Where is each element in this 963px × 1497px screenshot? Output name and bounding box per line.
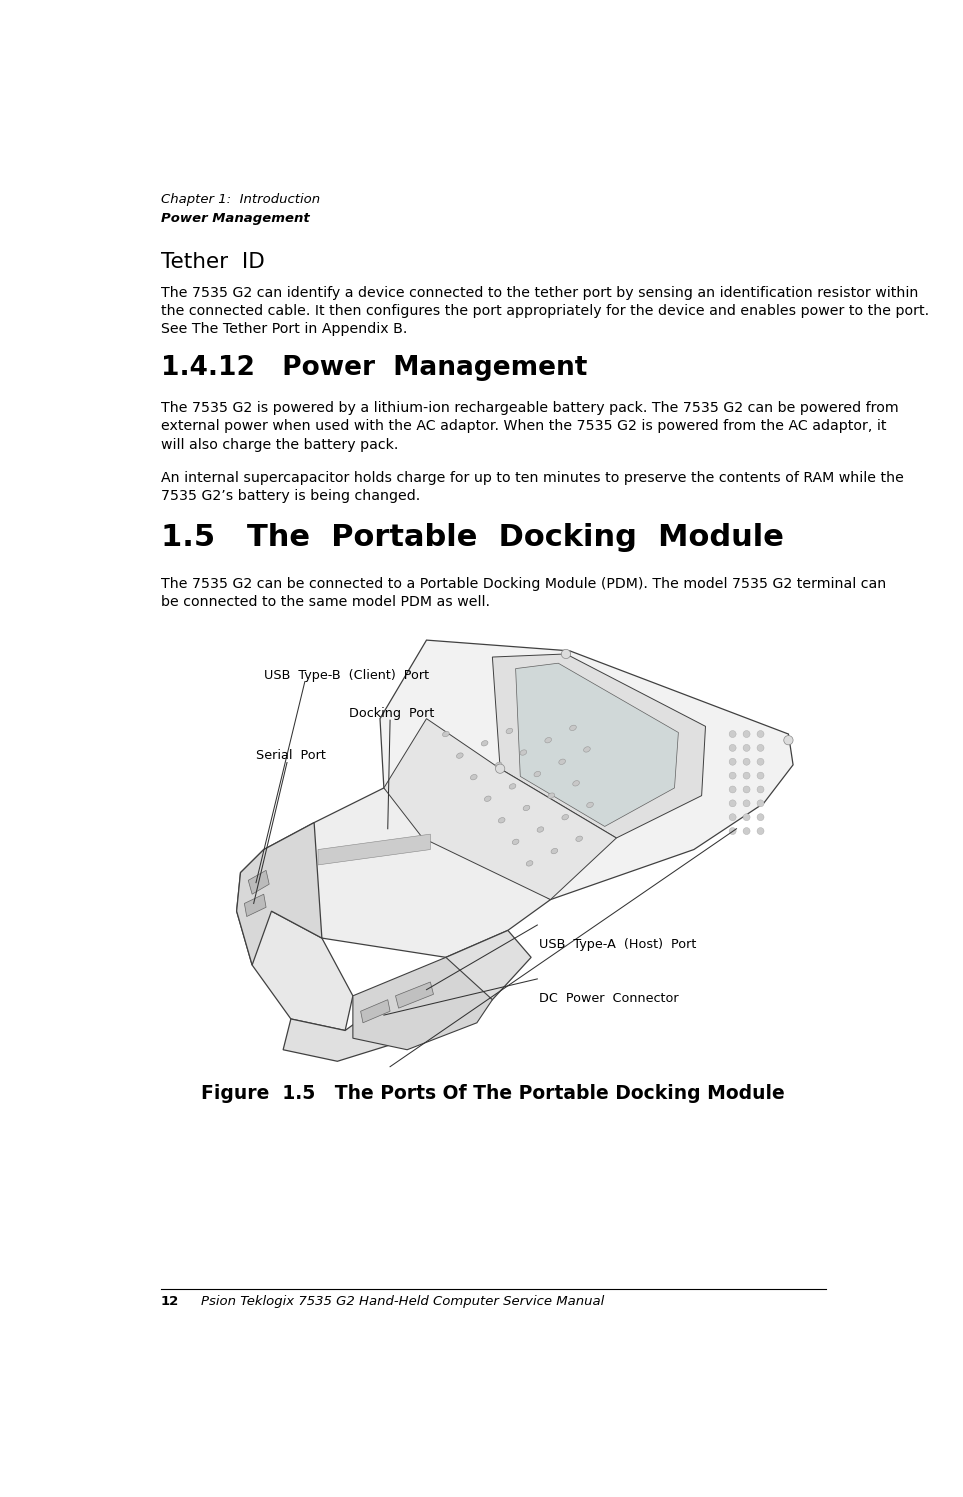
Ellipse shape: [570, 725, 576, 731]
Polygon shape: [492, 654, 706, 838]
Circle shape: [743, 799, 750, 807]
Circle shape: [757, 786, 764, 793]
Polygon shape: [283, 931, 532, 1061]
Circle shape: [757, 814, 764, 820]
Polygon shape: [360, 1000, 390, 1022]
Ellipse shape: [482, 741, 488, 746]
Text: The 7535 G2 can be connected to a Portable Docking Module (PDM). The model 7535 : The 7535 G2 can be connected to a Portab…: [161, 576, 886, 591]
Text: Chapter 1:  Introduction: Chapter 1: Introduction: [161, 193, 320, 207]
Ellipse shape: [484, 796, 491, 801]
Polygon shape: [245, 894, 266, 916]
Text: Tether  ID: Tether ID: [161, 251, 265, 271]
Polygon shape: [318, 834, 430, 865]
Circle shape: [729, 759, 736, 765]
Text: external power when used with the AC adaptor. When the 7535 G2 is powered from t: external power when used with the AC ada…: [161, 419, 886, 434]
Text: DC  Power  Connector: DC Power Connector: [539, 993, 679, 1004]
Ellipse shape: [471, 774, 477, 780]
Circle shape: [729, 814, 736, 820]
Polygon shape: [248, 870, 270, 894]
Polygon shape: [237, 849, 352, 1030]
Ellipse shape: [498, 817, 505, 823]
Text: The 7535 G2 can identify a device connected to the tether port by sensing an ide: The 7535 G2 can identify a device connec…: [161, 286, 918, 299]
Ellipse shape: [551, 849, 558, 853]
Circle shape: [729, 799, 736, 807]
Text: 12: 12: [161, 1295, 179, 1308]
Circle shape: [743, 786, 750, 793]
Circle shape: [496, 763, 505, 774]
Circle shape: [729, 731, 736, 738]
Circle shape: [757, 828, 764, 834]
Circle shape: [743, 731, 750, 738]
Circle shape: [757, 759, 764, 765]
Ellipse shape: [523, 805, 530, 811]
Text: Psion Teklogix 7535 G2 Hand-Held Computer Service Manual: Psion Teklogix 7535 G2 Hand-Held Compute…: [201, 1295, 604, 1308]
Circle shape: [757, 799, 764, 807]
Ellipse shape: [443, 732, 449, 737]
Ellipse shape: [586, 802, 593, 807]
Circle shape: [743, 828, 750, 834]
Text: be connected to the same model PDM as well.: be connected to the same model PDM as we…: [161, 594, 489, 609]
Circle shape: [784, 735, 794, 746]
Ellipse shape: [456, 753, 463, 759]
Ellipse shape: [584, 747, 590, 751]
Circle shape: [743, 744, 750, 751]
Text: The 7535 G2 is powered by a lithium-ion rechargeable battery pack. The 7535 G2 c: The 7535 G2 is powered by a lithium-ion …: [161, 401, 898, 415]
Ellipse shape: [534, 771, 540, 777]
Circle shape: [757, 772, 764, 778]
Ellipse shape: [526, 861, 533, 867]
Polygon shape: [396, 982, 433, 1007]
Ellipse shape: [509, 784, 516, 789]
Text: USB  Type-B  (Client)  Port: USB Type-B (Client) Port: [264, 669, 429, 681]
Text: will also charge the battery pack.: will also charge the battery pack.: [161, 437, 398, 452]
Text: Power Management: Power Management: [161, 211, 309, 225]
Ellipse shape: [495, 762, 502, 768]
Circle shape: [743, 772, 750, 778]
Polygon shape: [237, 822, 322, 966]
Text: Serial  Port: Serial Port: [256, 750, 325, 762]
Circle shape: [729, 744, 736, 751]
Text: 1.4.12   Power  Management: 1.4.12 Power Management: [161, 355, 587, 382]
Ellipse shape: [561, 814, 568, 820]
Text: An internal supercapacitor holds charge for up to ten minutes to preserve the co: An internal supercapacitor holds charge …: [161, 472, 903, 485]
Polygon shape: [384, 719, 616, 900]
Ellipse shape: [520, 750, 527, 754]
Text: 1.5   The  Portable  Docking  Module: 1.5 The Portable Docking Module: [161, 522, 784, 552]
Circle shape: [743, 814, 750, 820]
Ellipse shape: [507, 728, 512, 734]
Circle shape: [729, 828, 736, 834]
Text: 7535 G2’s battery is being changed.: 7535 G2’s battery is being changed.: [161, 490, 420, 503]
Circle shape: [743, 759, 750, 765]
Circle shape: [729, 786, 736, 793]
Text: Figure  1.5   The Ports Of The Portable Docking Module: Figure 1.5 The Ports Of The Portable Doc…: [201, 1084, 785, 1103]
Text: USB  Type-A  (Host)  Port: USB Type-A (Host) Port: [539, 939, 696, 951]
Polygon shape: [264, 787, 551, 958]
Ellipse shape: [548, 793, 555, 798]
Ellipse shape: [573, 780, 580, 786]
Ellipse shape: [559, 759, 565, 765]
Text: See The Tether Port in Appendix B.: See The Tether Port in Appendix B.: [161, 322, 407, 335]
Polygon shape: [380, 641, 794, 900]
Circle shape: [561, 650, 571, 659]
Ellipse shape: [537, 826, 544, 832]
Circle shape: [757, 744, 764, 751]
Circle shape: [757, 731, 764, 738]
Ellipse shape: [545, 738, 552, 743]
Polygon shape: [352, 958, 492, 1049]
Ellipse shape: [576, 835, 583, 841]
Ellipse shape: [512, 840, 519, 844]
Circle shape: [729, 772, 736, 778]
Polygon shape: [515, 663, 678, 826]
Text: Docking  Port: Docking Port: [349, 707, 434, 720]
Text: the connected cable. It then configures the port appropriately for the device an: the connected cable. It then configures …: [161, 304, 928, 317]
